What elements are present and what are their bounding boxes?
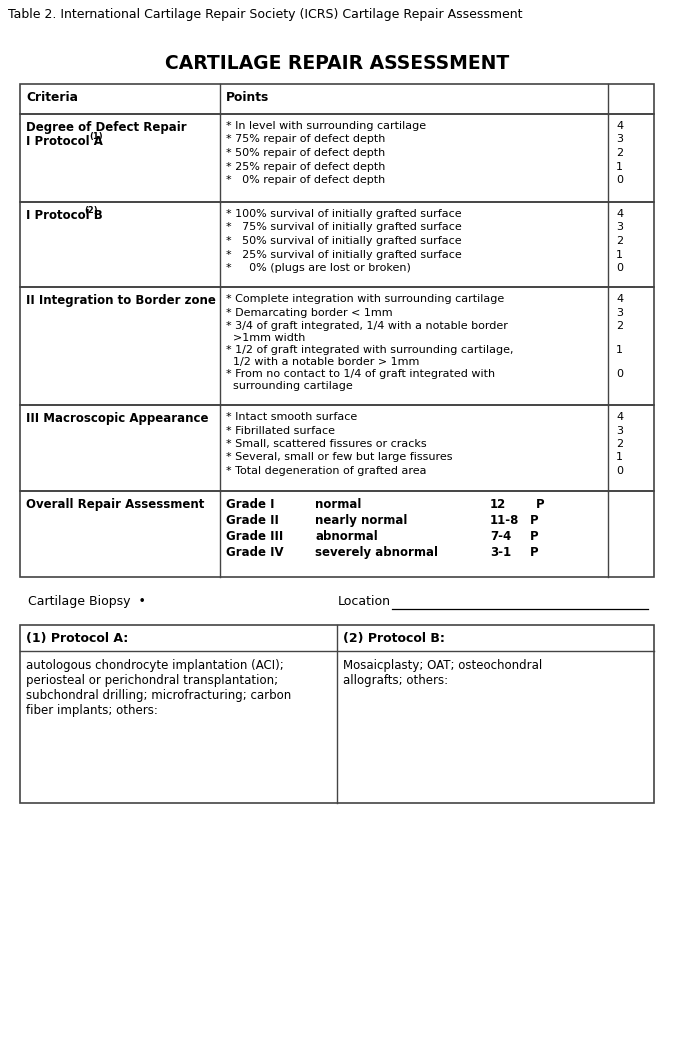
Text: P: P <box>530 546 539 559</box>
Text: * Small, scattered fissures or cracks: * Small, scattered fissures or cracks <box>226 438 427 449</box>
Bar <box>20 491 654 577</box>
Text: nearly normal: nearly normal <box>315 514 407 527</box>
Text: 3: 3 <box>616 222 623 233</box>
Text: autologous chondrocyte implantation (ACI);
periosteal or perichondral transplant: autologous chondrocyte implantation (ACI… <box>26 659 291 717</box>
Text: 4: 4 <box>616 121 623 130</box>
Text: * In level with surrounding cartilage: * In level with surrounding cartilage <box>226 121 426 130</box>
Text: Cartilage Biopsy  •: Cartilage Biopsy • <box>28 595 146 608</box>
Text: *   50% survival of initially grafted surface: * 50% survival of initially grafted surf… <box>226 236 462 246</box>
Text: * Several, small or few but large fissures: * Several, small or few but large fissur… <box>226 452 452 462</box>
Text: severely abnormal: severely abnormal <box>315 546 438 559</box>
Text: 2: 2 <box>616 148 623 158</box>
Text: Grade III: Grade III <box>226 530 283 543</box>
Bar <box>20 625 654 803</box>
Text: Overall Repair Assessment: Overall Repair Assessment <box>26 498 204 511</box>
Text: * 3/4 of graft integrated, 1/4 with a notable border: * 3/4 of graft integrated, 1/4 with a no… <box>226 321 508 331</box>
Text: * From no contact to 1/4 of graft integrated with: * From no contact to 1/4 of graft integr… <box>226 369 495 379</box>
Text: Location: Location <box>338 595 391 608</box>
Bar <box>20 201 654 287</box>
Text: * 25% repair of defect depth: * 25% repair of defect depth <box>226 162 386 171</box>
Text: 0: 0 <box>616 175 623 185</box>
Text: 3: 3 <box>616 135 623 144</box>
Text: CARTILAGE REPAIR ASSESSMENT: CARTILAGE REPAIR ASSESSMENT <box>165 54 509 73</box>
Text: * 75% repair of defect depth: * 75% repair of defect depth <box>226 135 386 144</box>
Text: Degree of Defect Repair: Degree of Defect Repair <box>26 121 187 134</box>
Text: *   75% survival of initially grafted surface: * 75% survival of initially grafted surf… <box>226 222 462 233</box>
Text: Table 2. International Cartilage Repair Society (ICRS) Cartilage Repair Assessme: Table 2. International Cartilage Repair … <box>8 8 522 21</box>
Bar <box>20 114 654 201</box>
Text: (2): (2) <box>84 206 98 215</box>
Text: 1: 1 <box>616 250 623 260</box>
Text: P: P <box>536 498 545 511</box>
Text: (2) Protocol B:: (2) Protocol B: <box>343 632 445 645</box>
Text: 2: 2 <box>616 321 623 331</box>
Text: 2: 2 <box>616 236 623 246</box>
Text: 1: 1 <box>616 452 623 462</box>
Text: III Macroscopic Appearance: III Macroscopic Appearance <box>26 412 208 425</box>
Text: 11-8: 11-8 <box>490 514 520 527</box>
Text: P: P <box>530 530 539 543</box>
Text: 2: 2 <box>616 438 623 449</box>
Text: I Protocol A: I Protocol A <box>26 135 107 148</box>
Text: Grade I: Grade I <box>226 498 274 511</box>
Text: 12: 12 <box>490 498 506 511</box>
Text: P: P <box>530 514 539 527</box>
Text: * 50% repair of defect depth: * 50% repair of defect depth <box>226 148 386 158</box>
Text: 1: 1 <box>616 345 623 355</box>
Text: * Complete integration with surrounding cartilage: * Complete integration with surrounding … <box>226 294 504 304</box>
Text: 3-1: 3-1 <box>490 546 511 559</box>
Text: * Total degeneration of grafted area: * Total degeneration of grafted area <box>226 466 427 476</box>
Text: I Protocol B: I Protocol B <box>26 209 107 222</box>
Bar <box>20 287 654 405</box>
Text: 0: 0 <box>616 369 623 379</box>
Text: * 1/2 of graft integrated with surrounding cartilage,: * 1/2 of graft integrated with surroundi… <box>226 345 514 355</box>
Text: 4: 4 <box>616 412 623 422</box>
Text: Points: Points <box>226 91 269 104</box>
Text: * Demarcating border < 1mm: * Demarcating border < 1mm <box>226 308 393 317</box>
Bar <box>20 405 654 491</box>
Text: (1) Protocol A:: (1) Protocol A: <box>26 632 128 645</box>
Text: 1/2 with a notable border > 1mm: 1/2 with a notable border > 1mm <box>226 357 419 367</box>
Text: * Fibrillated surface: * Fibrillated surface <box>226 426 335 435</box>
Text: 0: 0 <box>616 466 623 476</box>
Text: Grade IV: Grade IV <box>226 546 284 559</box>
Text: Criteria: Criteria <box>26 91 78 104</box>
Text: (1): (1) <box>89 132 102 141</box>
Text: 3: 3 <box>616 308 623 317</box>
Text: * Intact smooth surface: * Intact smooth surface <box>226 412 357 422</box>
Text: normal: normal <box>315 498 361 511</box>
Text: *   0% repair of defect depth: * 0% repair of defect depth <box>226 175 386 185</box>
Text: 4: 4 <box>616 294 623 304</box>
Text: >1mm width: >1mm width <box>226 333 305 343</box>
Text: *     0% (plugs are lost or broken): * 0% (plugs are lost or broken) <box>226 263 411 272</box>
Text: abnormal: abnormal <box>315 530 377 543</box>
Text: 4: 4 <box>616 209 623 219</box>
Text: * 100% survival of initially grafted surface: * 100% survival of initially grafted sur… <box>226 209 462 219</box>
Text: 1: 1 <box>616 162 623 171</box>
Text: surrounding cartilage: surrounding cartilage <box>226 381 353 392</box>
Bar <box>20 84 654 114</box>
Text: Grade II: Grade II <box>226 514 279 527</box>
Text: Mosaicplasty; OAT; osteochondral
allografts; others:: Mosaicplasty; OAT; osteochondral allogra… <box>343 659 543 687</box>
Text: *   25% survival of initially grafted surface: * 25% survival of initially grafted surf… <box>226 250 462 260</box>
Text: 3: 3 <box>616 426 623 435</box>
Text: II Integration to Border zone: II Integration to Border zone <box>26 294 216 307</box>
Text: 7-4: 7-4 <box>490 530 512 543</box>
Text: 0: 0 <box>616 263 623 272</box>
